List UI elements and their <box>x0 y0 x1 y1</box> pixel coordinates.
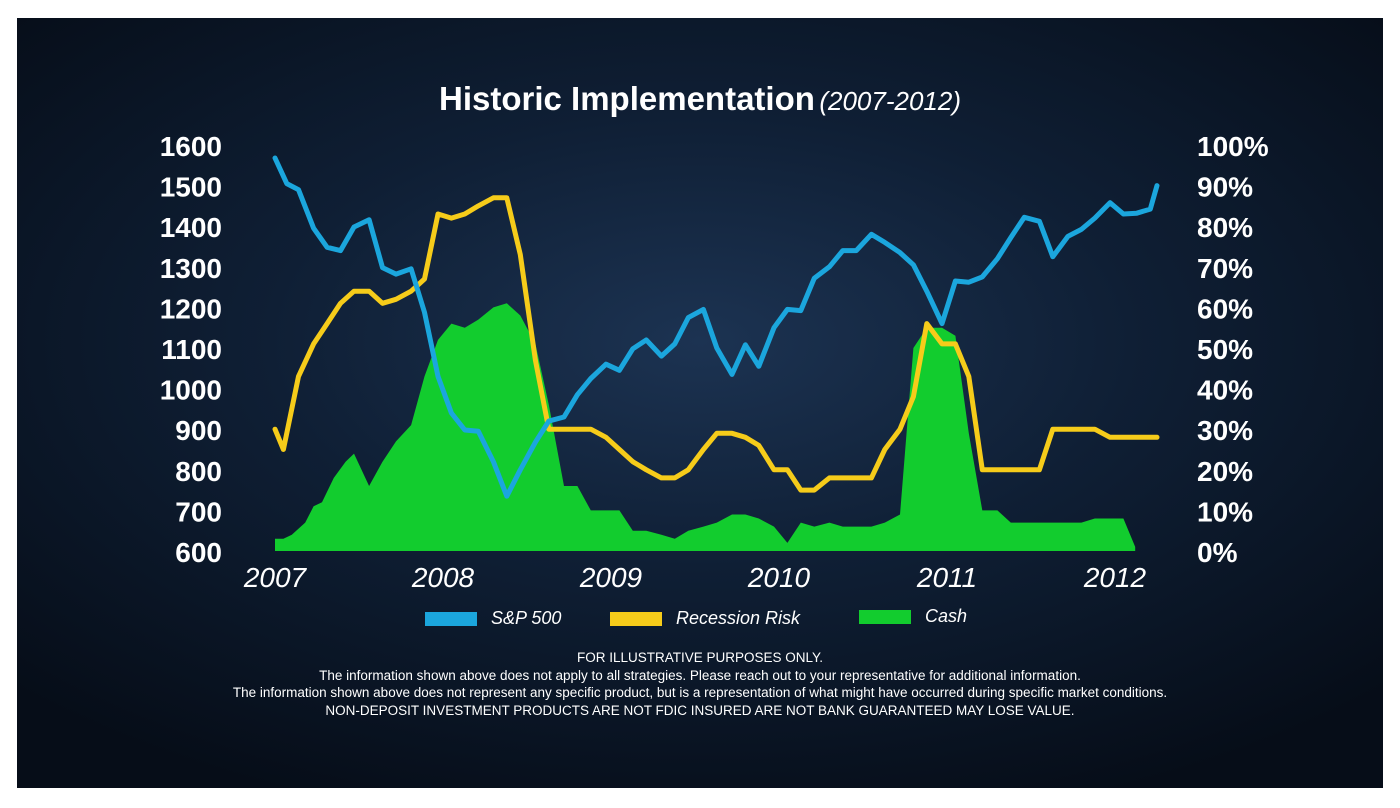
cash-area-layer <box>275 303 1136 551</box>
x-tick-label: 2010 <box>747 562 811 593</box>
y-right-tick-label: 40% <box>1197 375 1253 406</box>
y-left-tick-label: 900 <box>175 415 222 446</box>
legend-swatch-cash <box>859 609 911 624</box>
y-left-tick-label: 1500 <box>160 172 222 203</box>
y-left-tick-label: 1400 <box>160 212 222 243</box>
y-right-tick-label: 20% <box>1197 456 1253 487</box>
y-right-tick-label: 50% <box>1197 334 1253 365</box>
disclaimer-line-3: The information shown above does not rep… <box>232 685 1168 700</box>
chart-title-main: Historic Implementation <box>439 80 815 117</box>
legend-swatch-recession-risk <box>610 611 662 626</box>
y-left-tick-label: 800 <box>175 456 222 487</box>
disclaimer-line-4: NON-DEPOSIT INVESTMENT PRODUCTS ARE NOT … <box>325 702 1075 718</box>
x-tick-label: 2009 <box>579 562 642 593</box>
x-tick-label: 2012 <box>1083 562 1147 593</box>
legend-swatch-sp500 <box>425 611 477 626</box>
legend: S&P 500 Recession Risk Cash <box>17 606 1383 638</box>
legend-label-recession-risk: Recession Risk <box>676 608 801 628</box>
left-axis-ticks: 1600 1500 1400 1300 1200 1100 1000 900 800 700 600 <box>160 131 222 568</box>
y-left-tick-label: 1600 <box>160 131 222 162</box>
y-left-tick-label: 600 <box>175 537 222 568</box>
series-line-sp500 <box>272 155 1160 499</box>
series-area-cash <box>275 303 1136 551</box>
y-left-tick-label: 1200 <box>160 293 222 324</box>
x-tick-label: 2011 <box>916 562 977 593</box>
legend-item-sp500: S&P 500 <box>425 608 561 629</box>
y-right-tick-label: 100% <box>1197 131 1269 162</box>
y-left-tick-label: 700 <box>175 496 222 527</box>
y-right-tick-label: 80% <box>1197 212 1253 243</box>
legend-label-cash: Cash <box>925 606 968 626</box>
chart-frame: Historic Implementation (2007-2012) 1600… <box>17 18 1383 788</box>
y-right-tick-label: 60% <box>1197 293 1253 324</box>
y-right-tick-label: 30% <box>1197 415 1253 446</box>
legend-item-recession-risk: Recession Risk <box>610 608 800 629</box>
y-left-tick-label: 1000 <box>160 375 222 406</box>
y-right-tick-label: 0% <box>1197 537 1238 568</box>
y-left-tick-label: 1300 <box>160 253 222 284</box>
x-tick-label: 2007 <box>243 562 308 593</box>
y-left-tick-label: 1100 <box>161 334 222 365</box>
right-axis-ticks: 100% 90% 80% 70% 60% 50% 40% 30% 20% 10% 0% <box>1197 131 1269 568</box>
y-right-tick-label: 90% <box>1197 172 1253 203</box>
line-layer <box>272 155 1160 499</box>
chart-svg: 1600 1500 1400 1300 1200 1100 1000 900 800 700 600… <box>160 131 1269 593</box>
y-right-tick-label: 10% <box>1197 496 1253 527</box>
x-tick-label: 2008 <box>411 562 475 593</box>
legend-item-cash: Cash <box>859 606 967 627</box>
disclaimer-line-2: The information shown above does not app… <box>319 667 1081 683</box>
legend-label-sp500: S&P 500 <box>491 608 562 628</box>
chart-title: Historic Implementation (2007-2012) <box>17 80 1383 118</box>
disclaimer-line-1: FOR ILLUSTRATIVE PURPOSES ONLY. <box>576 650 824 665</box>
chart-title-years: (2007-2012) <box>819 86 961 116</box>
x-axis-ticks: 2007 2008 2009 2010 2011 2012 <box>243 562 1147 593</box>
y-right-tick-label: 70% <box>1197 253 1253 284</box>
disclaimer: FOR ILLUSTRATIVE PURPOSES ONLY. The info… <box>17 649 1383 719</box>
